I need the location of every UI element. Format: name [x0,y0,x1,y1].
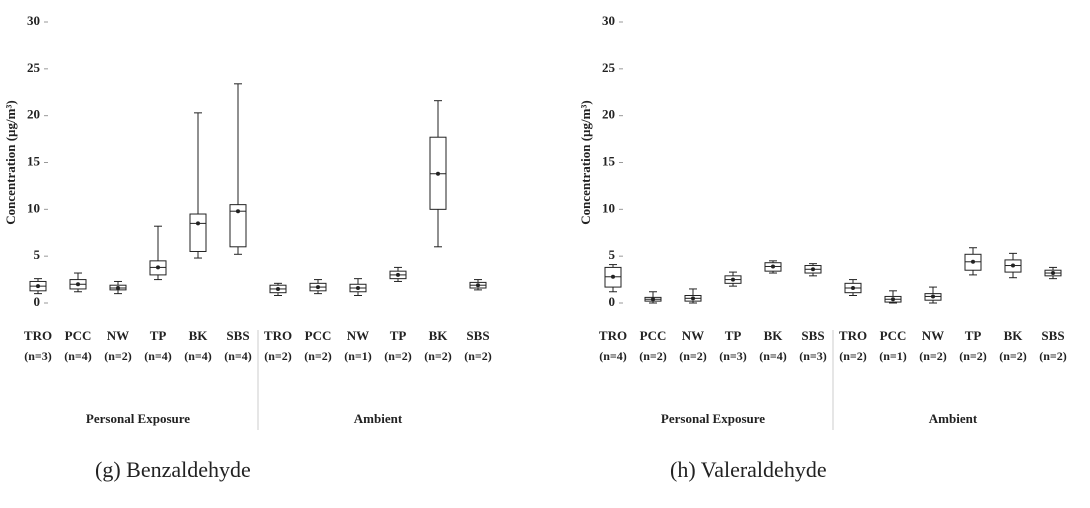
median-dot [931,294,935,299]
y-tick-label: 30 [27,13,40,28]
y-tick-label: 5 [609,247,616,262]
n-label: (n=2) [839,349,867,363]
category-label: BK [764,328,784,343]
category-label: BK [1004,328,1024,343]
y-tick-label: 10 [27,200,40,215]
category-label: TRO [24,328,52,343]
median-dot [76,282,80,287]
category-label: TP [725,328,742,343]
category-label: PCC [640,328,667,343]
category-label: TRO [599,328,627,343]
n-label: (n=2) [1039,349,1067,363]
category-label: NW [107,328,129,343]
category-label: BK [429,328,449,343]
box [229,204,247,248]
n-label: (n=2) [104,349,132,363]
y-tick-label: 25 [27,60,41,75]
n-label: (n=4) [144,349,172,363]
n-label: (n=4) [759,349,787,363]
median-dot [196,221,200,226]
median-dot [316,285,320,290]
category-label: TRO [839,328,867,343]
category-label: TP [965,328,982,343]
y-tick-label: 0 [609,294,616,309]
n-label: (n=2) [384,349,412,363]
median-dot [651,297,655,302]
median-dot [811,267,815,272]
group-label: Personal Exposure [661,411,765,426]
category-label: BK [189,328,209,343]
n-label: (n=4) [599,349,627,363]
n-label: (n=2) [424,349,452,363]
category-label: SBS [1041,328,1064,343]
median-dot [276,286,280,291]
category-label: NW [682,328,704,343]
n-label: (n=2) [639,349,667,363]
median-dot [1051,271,1055,276]
box [189,213,207,252]
caption: (h) Valeraldehyde [670,457,827,482]
median-dot [691,296,695,301]
median-dot [771,264,775,269]
n-label: (n=1) [344,349,372,363]
y-tick-label: 30 [602,13,615,28]
y-tick-label: 25 [602,60,616,75]
category-label: NW [922,328,944,343]
group-label: Personal Exposure [86,411,190,426]
n-label: (n=3) [24,349,52,363]
n-label: (n=2) [264,349,292,363]
group-label: Ambient [354,411,403,426]
n-label: (n=4) [224,349,252,363]
median-dot [396,272,400,277]
n-label: (n=4) [64,349,92,363]
category-label: PCC [880,328,907,343]
median-dot [1011,263,1015,268]
median-dot [611,274,615,279]
category-label: NW [347,328,369,343]
group-label: Ambient [929,411,978,426]
category-label: TRO [264,328,292,343]
caption: (g) Benzaldehyde [95,457,251,482]
n-label: (n=1) [879,349,907,363]
median-dot [116,286,120,291]
category-label: PCC [65,328,92,343]
category-label: SBS [466,328,489,343]
n-label: (n=2) [464,349,492,363]
median-dot [476,283,480,288]
category-label: PCC [305,328,332,343]
y-tick-label: 0 [34,294,41,309]
median-dot [36,284,40,289]
category-label: TP [390,328,407,343]
n-label: (n=2) [679,349,707,363]
median-dot [851,286,855,291]
median-dot [236,209,240,214]
n-label: (n=2) [999,349,1027,363]
median-dot [891,297,895,302]
median-dot [356,286,360,291]
y-axis-title: Concentration (µg/m³) [3,100,18,224]
category-label: SBS [226,328,249,343]
category-label: TP [150,328,167,343]
n-label: (n=3) [719,349,747,363]
y-tick-label: 20 [27,107,40,122]
median-dot [436,171,440,176]
y-tick-label: 15 [602,153,616,168]
y-axis-title: Concentration (µg/m³) [578,100,593,224]
median-dot [156,265,160,270]
y-tick-label: 10 [602,200,615,215]
n-label: (n=2) [304,349,332,363]
median-dot [971,259,975,264]
y-tick-label: 15 [27,153,41,168]
n-label: (n=2) [959,349,987,363]
category-label: SBS [801,328,824,343]
y-tick-label: 20 [602,107,615,122]
n-label: (n=2) [919,349,947,363]
n-label: (n=4) [184,349,212,363]
y-tick-label: 5 [34,247,41,262]
n-label: (n=3) [799,349,827,363]
median-dot [731,277,735,282]
